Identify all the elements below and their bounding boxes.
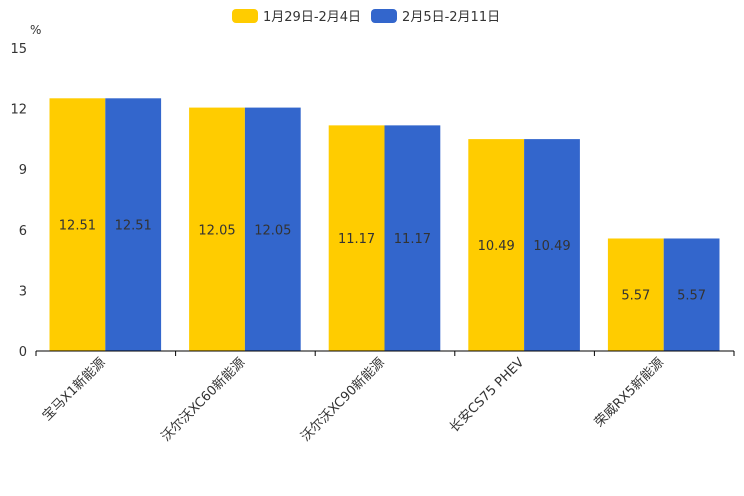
x-tick-label: 宝马X1新能源 [39,355,108,424]
bar-2-1 [105,98,162,351]
bar-1-3 [328,125,385,351]
y-axis: 0 3 6 9 12 15 [10,42,27,360]
y-tick-label: 6 [19,224,27,239]
y-tick-label: 12 [10,103,27,118]
bars-group [49,98,720,351]
data-label: 11.17 [338,232,375,247]
data-label: 11.17 [394,232,431,247]
x-tick-label: 沃尔沃XC90新能源 [298,355,388,445]
data-label: 10.49 [478,239,515,254]
y-tick-label: 15 [10,42,27,57]
chart-legend: 1月29日-2月4日 2月5日-2月11日 [232,6,500,25]
data-label: 10.49 [533,239,570,254]
x-axis: 宝马X1新能源 沃尔沃XC60新能源 沃尔沃XC90新能源 长安CS75 PHEV 荣威… [35,350,735,445]
bar-1-2 [189,107,245,351]
data-label: 12.05 [254,223,291,238]
legend-label-series-1: 1月29日-2月4日 [263,10,362,25]
x-tick-label: 荣威RX5新能源 [591,355,667,431]
data-label: 5.57 [677,289,706,304]
y-tick-label: 9 [19,163,27,178]
bar-1-5 [607,238,664,351]
data-label: 12.51 [59,219,96,234]
data-label: 12.05 [198,223,235,238]
x-tick-label: 长安CS75 PHEV [447,355,527,435]
bar-1-4 [468,139,525,351]
data-label: 12.51 [115,219,152,234]
bar-2-2 [244,107,301,351]
legend-swatch-series-2 [371,8,398,23]
bar-2-3 [384,125,441,351]
bar-1-1 [49,98,106,351]
bar-2-5 [663,238,720,351]
y-tick-label: 3 [19,284,27,299]
legend-swatch-series-1 [232,8,258,23]
data-label: 5.57 [621,289,650,304]
y-tick-label: 0 [19,345,27,360]
legend-item-series-2[interactable]: 2月5日-2月11日 [371,6,500,25]
y-axis-unit-label: % [30,23,41,37]
x-tick-label: 沃尔沃XC60新能源 [158,355,248,445]
data-labels-group: 12.51 12.51 12.05 12.05 11.17 11.17 10.49 10.49… [59,219,706,304]
legend-label-series-2: 2月5日-2月11日 [402,10,501,25]
bar-2-4 [524,139,580,351]
legend-item-series-1[interactable]: 1月29日-2月4日 [232,6,361,25]
